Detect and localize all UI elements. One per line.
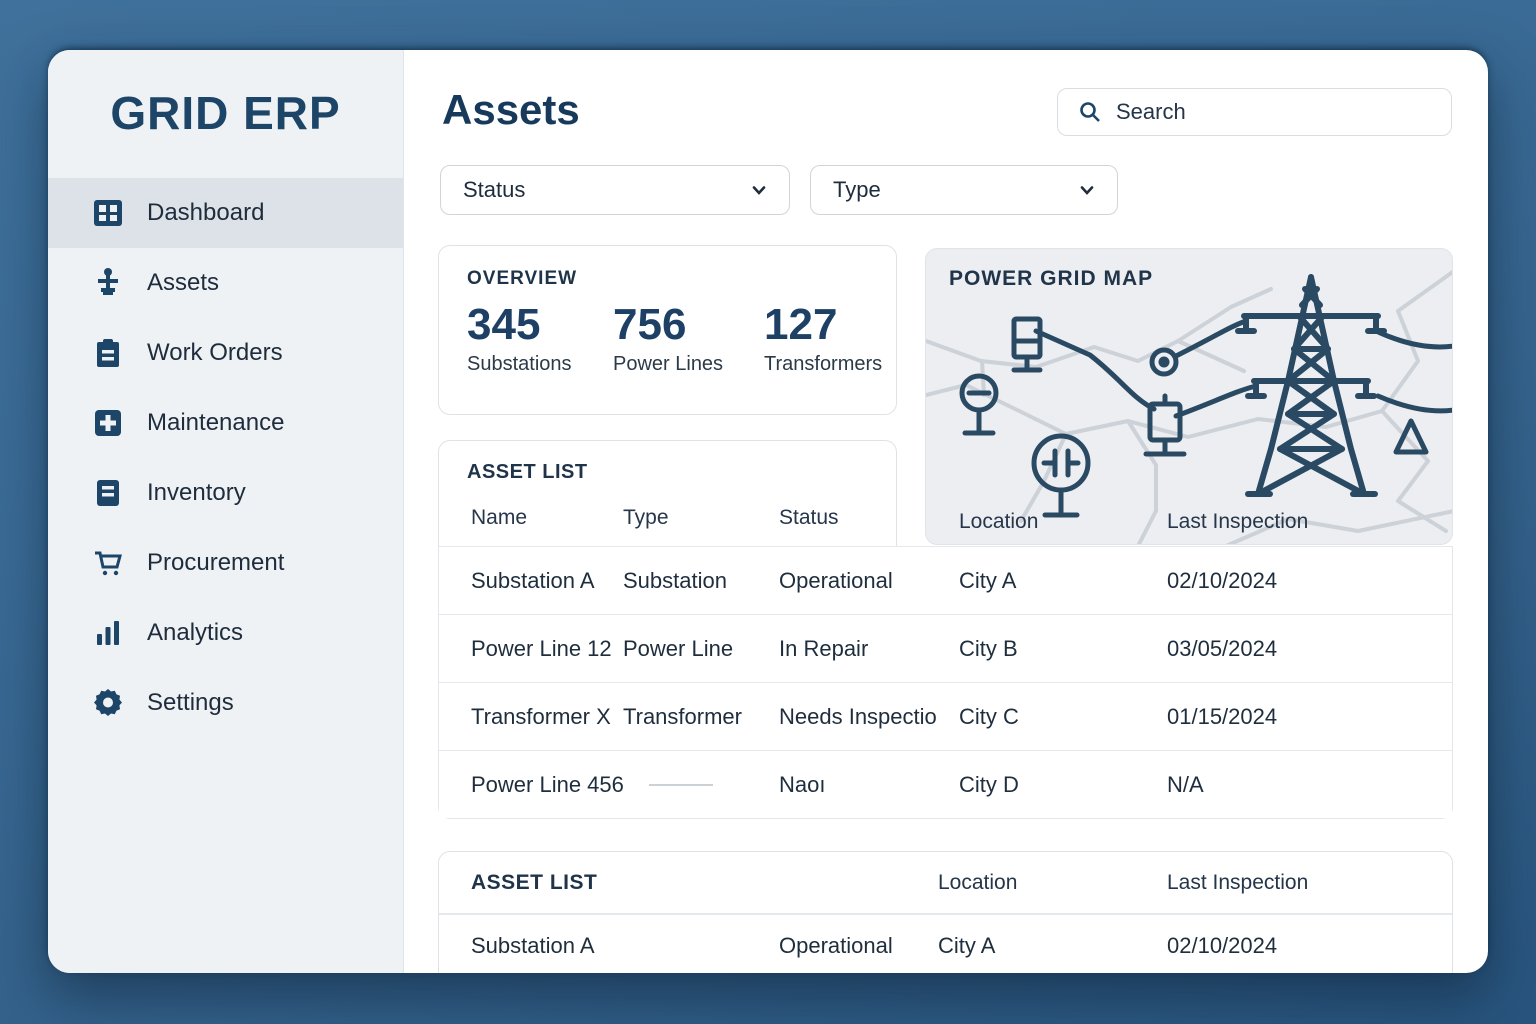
- chevron-down-icon: [752, 186, 766, 195]
- table-row[interactable]: Transformer X Transformer Needs Inspecti…: [439, 682, 1452, 750]
- sidebar-item-label: Procurement: [147, 549, 285, 576]
- bar-chart-icon: [92, 617, 124, 649]
- stat-value: 345: [467, 300, 541, 349]
- asset-list-card: ASSET LIST Name Type Status: [438, 440, 897, 546]
- sidebar-item-label: Analytics: [147, 619, 244, 646]
- column-header-name: Name: [471, 506, 528, 529]
- table-row[interactable]: Substation A Operational City A 02/10/20…: [439, 913, 1452, 973]
- sidebar-item-dashboard[interactable]: Dashboard: [48, 178, 403, 248]
- cell-name: Transformer X: [471, 703, 611, 729]
- sidebar: GRID ERP Dashboard Assets Work Orders: [48, 50, 404, 973]
- sidebar-nav: Dashboard Assets Work Orders Maintenance: [48, 178, 403, 738]
- type-placeholder-dash: [649, 783, 713, 786]
- power-grid-map-card: POWER GRID MAP Location Last Inspection: [925, 248, 1453, 545]
- cell-name: Power Line 12: [471, 635, 612, 661]
- app-logo: GRID ERP: [110, 87, 341, 139]
- status-filter-dropdown[interactable]: Status: [440, 165, 790, 215]
- sidebar-item-label: Inventory: [147, 479, 246, 506]
- asset-list-bottom-header: ASSET LIST Location Last Inspection: [439, 852, 1452, 913]
- sidebar-item-analytics[interactable]: Analytics: [48, 598, 403, 668]
- asset-table: Substation A Substation Operational City…: [438, 546, 1453, 819]
- asset-list-title: ASSET LIST: [471, 870, 598, 894]
- cell-status: In Repair: [779, 635, 869, 661]
- cell-last-inspection: 01/15/2024: [1167, 703, 1278, 729]
- asset-list-title: ASSET LIST: [467, 461, 588, 483]
- stat-substations: 345 Substations: [467, 300, 572, 376]
- cell-type: Power Line: [623, 635, 734, 661]
- sidebar-item-assets[interactable]: Assets: [48, 248, 403, 318]
- cell-location: City C: [959, 703, 1019, 729]
- table-row[interactable]: Substation A Substation Operational City…: [439, 546, 1452, 614]
- stat-value: 756: [613, 300, 687, 349]
- sidebar-item-label: Settings: [147, 689, 234, 716]
- gear-icon: [92, 687, 124, 719]
- cell-name: Power Line 456: [471, 771, 624, 797]
- column-header-type: Type: [623, 506, 669, 529]
- search-input[interactable]: [1114, 98, 1418, 126]
- sidebar-item-label: Assets: [147, 269, 220, 296]
- asset-list-card-bottom: ASSET LIST Location Last Inspection Subs…: [438, 851, 1453, 973]
- cell-status: Operational: [779, 567, 893, 593]
- map-title: POWER GRID MAP: [949, 267, 1154, 290]
- cell-name: Substation A: [471, 567, 595, 593]
- search-icon: [1080, 102, 1100, 122]
- cell-last-inspection: 02/10/2024: [1167, 933, 1278, 958]
- cell-status: Naoı: [779, 771, 826, 797]
- type-filter-label: Type: [833, 177, 881, 202]
- assets-pole-icon: [92, 267, 124, 299]
- table-row[interactable]: Power Line 456 Naoı City D N/A: [439, 750, 1452, 818]
- stat-transformers: 127 Transformers: [764, 300, 883, 376]
- sidebar-item-work-orders[interactable]: Work Orders: [48, 318, 403, 388]
- cell-last-inspection: 03/05/2024: [1167, 635, 1278, 661]
- stat-label: Substations: [467, 353, 572, 376]
- column-header-last-inspection: Last Inspection: [1167, 870, 1309, 894]
- cell-last-inspection: N/A: [1167, 771, 1204, 797]
- cell-type: Transformer: [623, 703, 742, 729]
- cell-last-inspection: 02/10/2024: [1167, 567, 1278, 593]
- cell-location: City A: [959, 567, 1017, 593]
- cell-location: City B: [959, 635, 1018, 661]
- cell-location: City D: [959, 771, 1019, 797]
- sidebar-item-label: Work Orders: [147, 339, 283, 366]
- sidebar-item-label: Maintenance: [147, 409, 285, 436]
- cart-icon: [92, 547, 124, 579]
- stat-label: Power Lines: [613, 353, 724, 376]
- app-window: GRID ERP Dashboard Assets Work Orders: [48, 50, 1488, 973]
- overview-title: OVERVIEW: [467, 268, 578, 289]
- plus-square-icon: [92, 407, 124, 439]
- status-filter-label: Status: [463, 177, 526, 202]
- cell-name: Substation A: [471, 933, 595, 958]
- sidebar-item-label: Dashboard: [147, 199, 265, 226]
- sidebar-item-settings[interactable]: Settings: [48, 668, 403, 738]
- sidebar-item-procurement[interactable]: Procurement: [48, 528, 403, 598]
- power-grid-map-illustration: [926, 269, 1452, 544]
- cell-location: City A: [938, 933, 996, 958]
- column-header-location: Location: [959, 510, 1039, 533]
- stat-label: Transformers: [764, 353, 883, 376]
- dashboard-icon: [92, 197, 124, 229]
- stat-value: 127: [764, 300, 838, 349]
- clipboard-icon: [92, 337, 124, 369]
- column-header-last-inspection: Last Inspection: [1167, 510, 1309, 533]
- cell-type: Substation: [623, 567, 727, 593]
- type-filter-dropdown[interactable]: Type: [810, 165, 1118, 215]
- sidebar-item-maintenance[interactable]: Maintenance: [48, 388, 403, 458]
- overview-card: OVERVIEW 345 Substations 756 Power Lines…: [438, 245, 897, 415]
- column-header-location: Location: [938, 870, 1018, 894]
- chevron-down-icon: [1080, 186, 1094, 195]
- search-box: [1057, 88, 1452, 136]
- notebook-icon: [92, 477, 124, 509]
- stat-power-lines: 756 Power Lines: [613, 300, 724, 376]
- column-header-status: Status: [779, 506, 839, 529]
- table-row[interactable]: Power Line 12 Power Line In Repair City …: [439, 614, 1452, 682]
- sidebar-item-inventory[interactable]: Inventory: [48, 458, 403, 528]
- cell-status: Needs Inspectio: [779, 703, 937, 729]
- page-title: Assets: [442, 86, 580, 133]
- cell-status: Operational: [779, 933, 893, 958]
